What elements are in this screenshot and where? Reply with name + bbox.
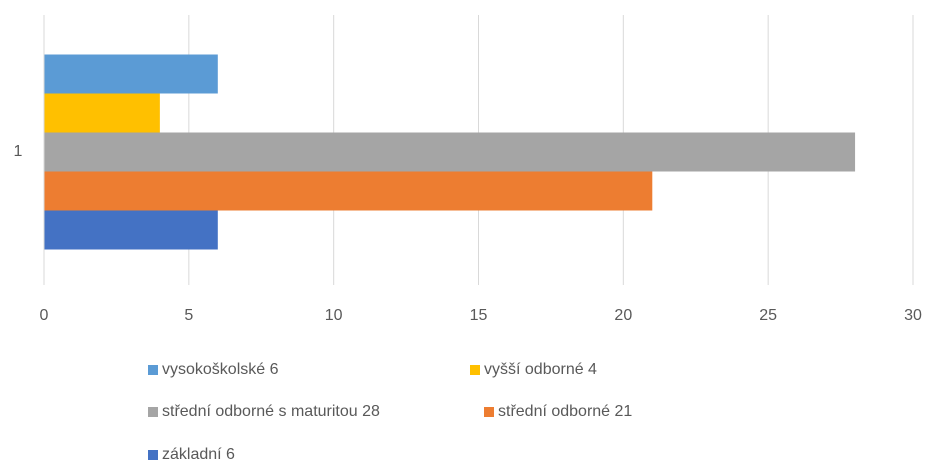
y-tick-label: 1 [14, 143, 23, 160]
legend-label: střední odborné 21 [498, 403, 632, 420]
bar [44, 93, 160, 133]
x-tick-label: 0 [40, 307, 49, 324]
x-tick-label: 25 [759, 307, 777, 324]
legend-label: základní 6 [162, 446, 235, 463]
x-tick-label: 10 [325, 307, 343, 324]
legend-swatch [148, 365, 158, 375]
x-tick-label: 20 [614, 307, 632, 324]
bar [44, 171, 653, 211]
x-tick-label: 5 [184, 307, 193, 324]
x-tick-label: 15 [470, 307, 488, 324]
legend-swatch [484, 407, 494, 417]
bar [44, 54, 218, 94]
x-tick-label: 30 [904, 307, 922, 324]
bar [44, 210, 218, 250]
legend-swatch [148, 407, 158, 417]
legend-swatch [470, 365, 480, 375]
legend-label: vysokoškolské 6 [162, 361, 279, 378]
legend-label: vyšší odborné 4 [484, 361, 597, 378]
bar [44, 132, 856, 172]
legend-swatch [148, 450, 158, 460]
legend-label: střední odborné s maturitou 28 [162, 403, 380, 420]
